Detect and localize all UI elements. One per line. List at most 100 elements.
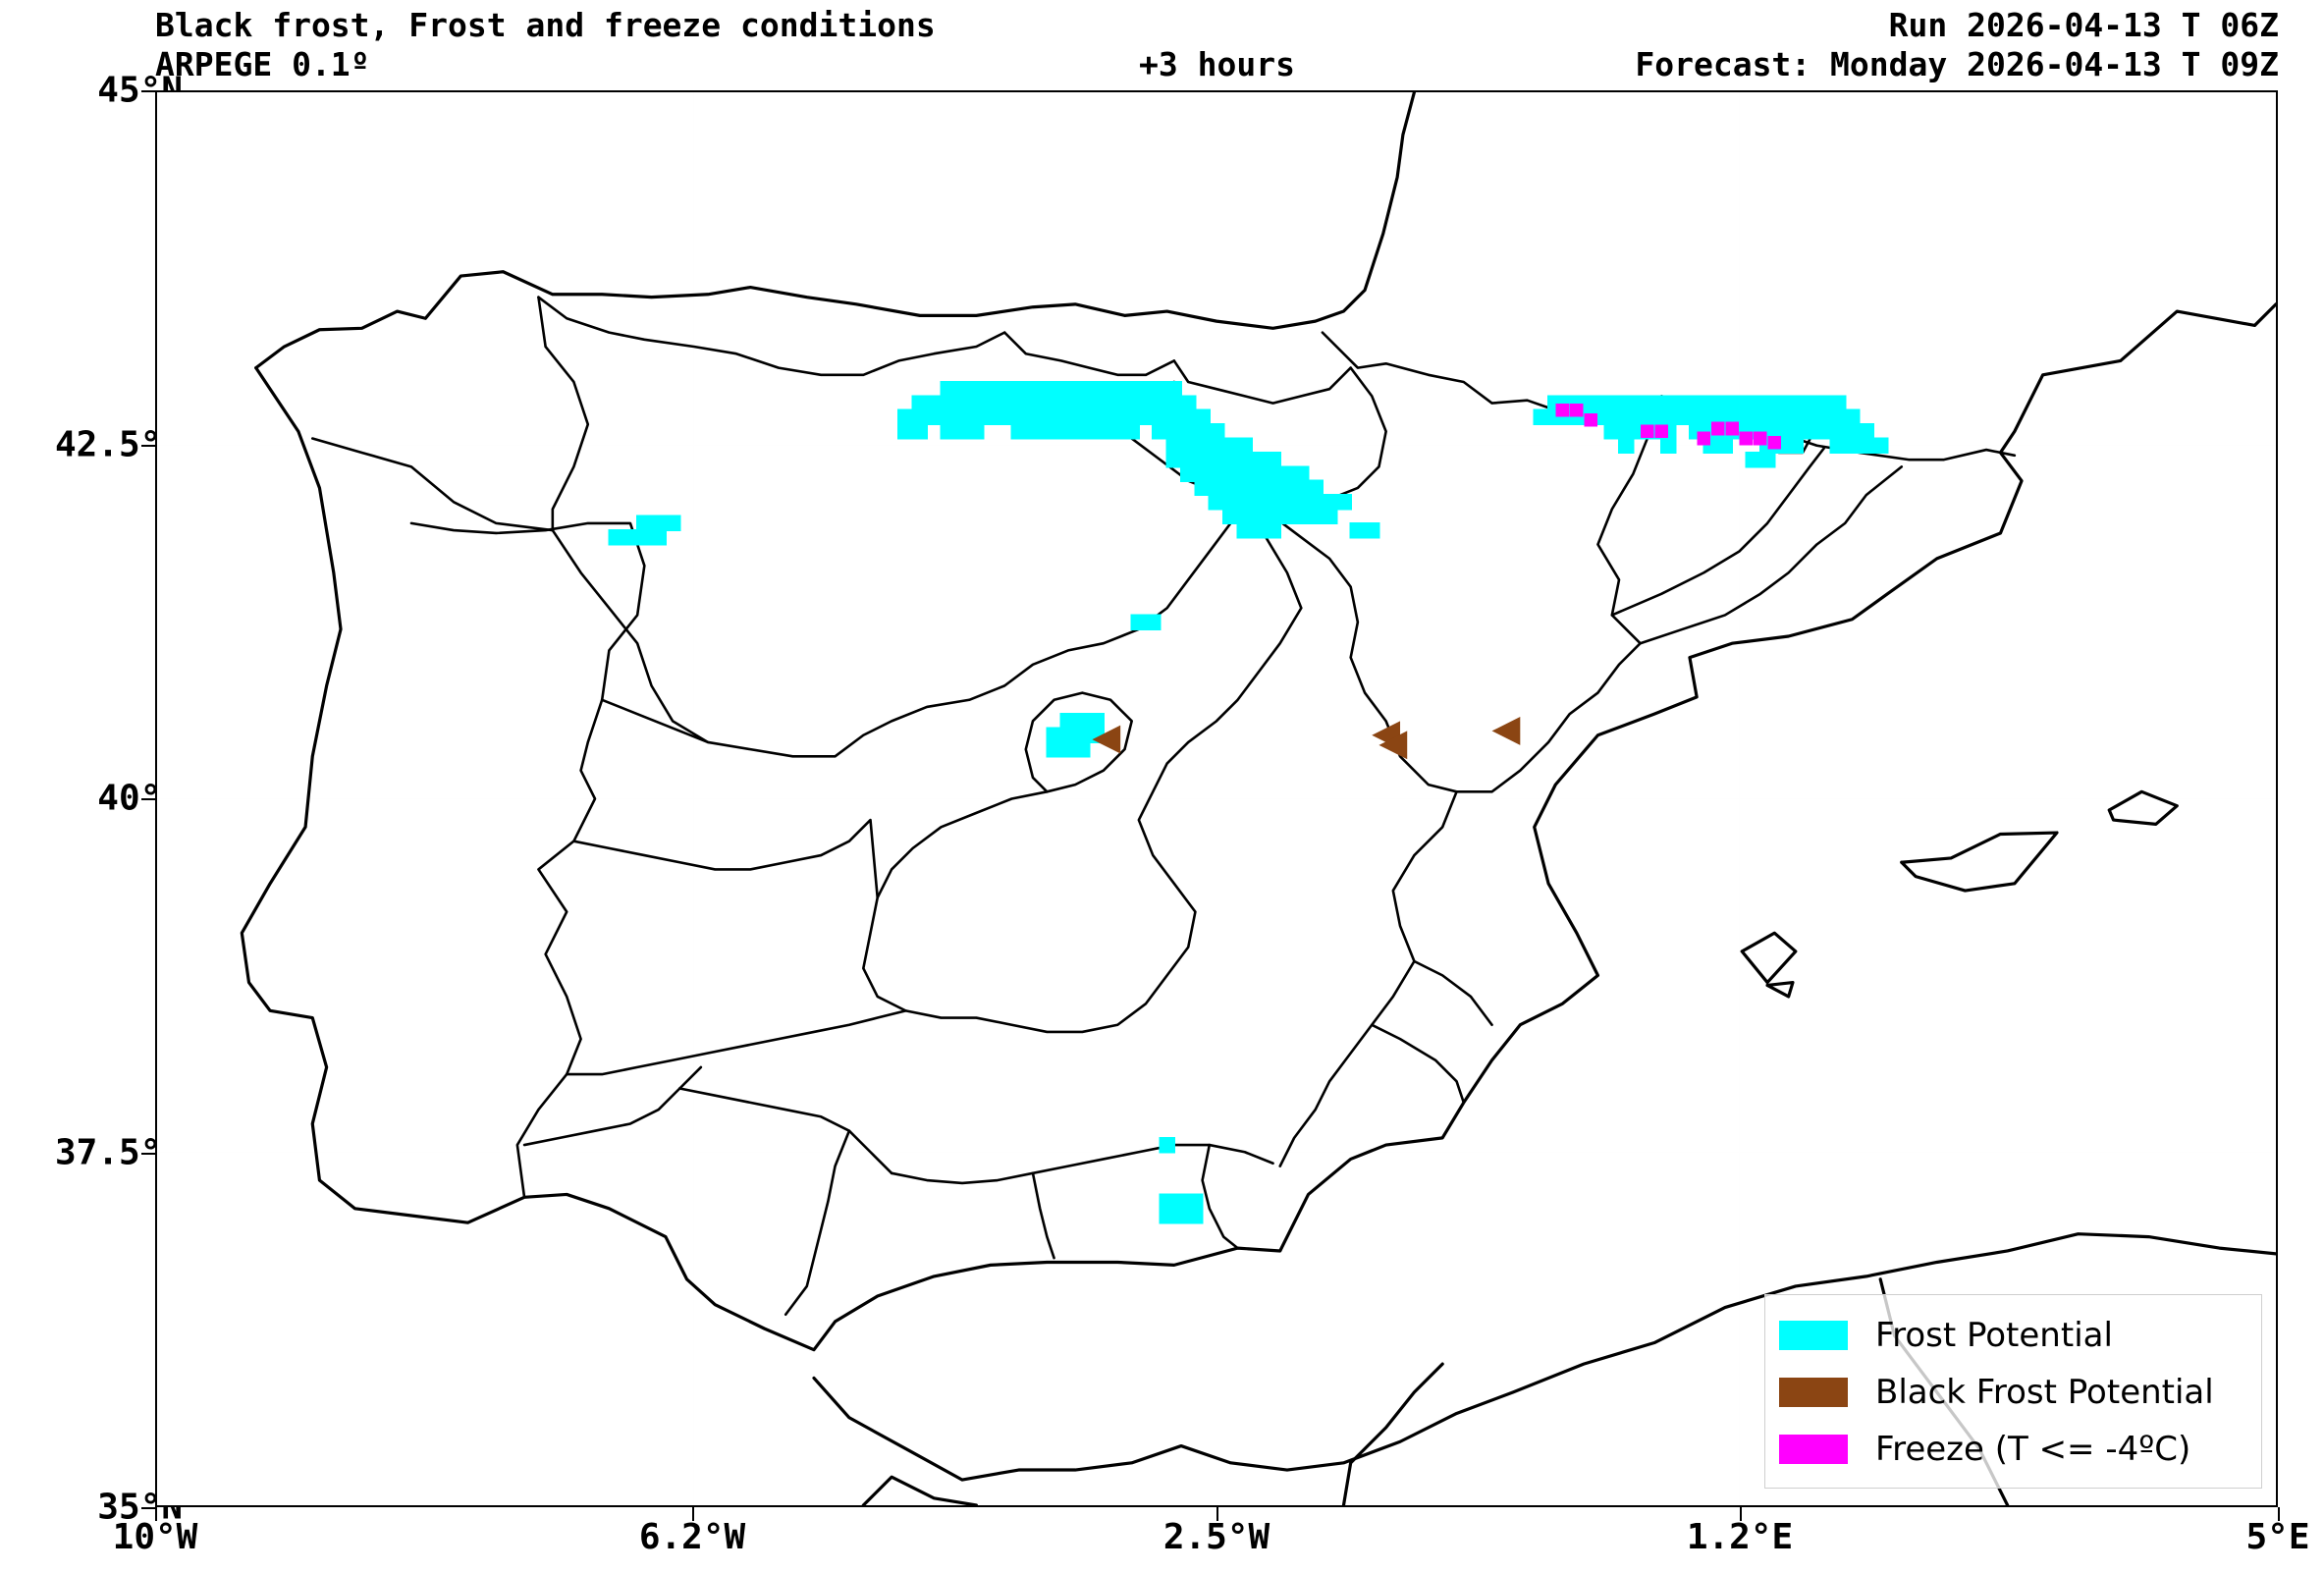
frost-cell [1123, 395, 1140, 411]
frost-cell [1074, 727, 1091, 744]
coastline-group [242, 92, 2276, 1505]
frost-cell [1278, 479, 1296, 497]
frost-cell [1363, 521, 1380, 539]
frost-cell [1024, 380, 1042, 398]
frost-cell [1010, 395, 1027, 411]
frost-cell [1074, 740, 1091, 758]
map-outline [1414, 961, 1491, 1025]
frost-cell [1758, 395, 1776, 411]
frost-cell [996, 395, 1013, 411]
frost-cell [1172, 1193, 1190, 1210]
frost-cell [1265, 465, 1281, 482]
map-outline [411, 523, 644, 1197]
frost-cell [1745, 395, 1761, 411]
frost-cell [1095, 423, 1112, 440]
map-outline [573, 820, 877, 897]
frost-cell [1137, 408, 1155, 426]
frost-cell [925, 408, 943, 426]
map-outline [256, 92, 1415, 368]
map-plot-area[interactable] [155, 90, 2278, 1507]
frost-cell [1187, 1207, 1204, 1224]
map-outline [892, 1145, 1272, 1183]
frost-cell [1152, 423, 1168, 440]
frost-cell [1844, 408, 1861, 426]
frost-cell [1829, 408, 1847, 426]
frost-cell [1179, 437, 1197, 455]
frost-cell [982, 408, 1000, 426]
frost-cell [1236, 451, 1254, 468]
frost-cell [1265, 521, 1281, 539]
frost-cell [1152, 395, 1168, 411]
frost-cell [1222, 437, 1239, 455]
frost-cell [1137, 380, 1155, 398]
frost-cell [1095, 408, 1112, 426]
xtick-label-2-5w: 2.5°W [1162, 1517, 1270, 1557]
xtick-label-1-2e: 1.2°E [1686, 1517, 1794, 1557]
ytick-mark-35n [141, 1507, 155, 1509]
frost-cell [953, 408, 971, 426]
frost-cell [1278, 494, 1296, 511]
frost-cell [1194, 437, 1211, 455]
frost-cell [1059, 713, 1077, 730]
map-outline [538, 298, 587, 530]
frost-cell [664, 515, 681, 532]
legend-label-frost: Frost Potential [1875, 1316, 2113, 1355]
frost-cell [1172, 1207, 1190, 1224]
frost-cell [1787, 395, 1805, 411]
frost-cell [1144, 614, 1162, 630]
frost-cell [1053, 408, 1070, 426]
frost-cell [1617, 395, 1635, 411]
frost-cell [1321, 494, 1338, 511]
frost-cell [1165, 451, 1183, 468]
frost-cell [1603, 408, 1621, 426]
map-outline [1902, 833, 2057, 891]
legend-swatch-freeze [1779, 1435, 1848, 1464]
map-outline [785, 1131, 849, 1315]
frost-cell [1646, 395, 1663, 411]
frost-cell [1236, 479, 1254, 497]
frost-cell [1165, 423, 1183, 440]
legend-row-black-frost: Black Frost Potential [1779, 1364, 2247, 1421]
map-outline [524, 1067, 701, 1145]
frost-cell [897, 408, 914, 426]
frost-cell [1130, 614, 1148, 630]
run-timestamp: Run 2026-04-13 T 06Z [1888, 6, 2279, 44]
map-outline [814, 1234, 2276, 1480]
freeze-cell [1754, 431, 1767, 446]
frost-cell [1660, 408, 1677, 426]
frost-cell [1208, 479, 1225, 497]
map-outline [567, 1010, 905, 1074]
frost-cell [1265, 479, 1281, 497]
frost-cell [1250, 521, 1268, 539]
frost-cell [1829, 423, 1847, 440]
black-frost-marker [1491, 717, 1521, 745]
frost-cell [1081, 395, 1098, 411]
frost-cell [1293, 465, 1310, 482]
freeze-cell [1570, 403, 1584, 417]
frost-cell [1617, 408, 1635, 426]
map-outline [2109, 791, 2177, 824]
frost-cell [1074, 713, 1091, 730]
frost-cell [940, 423, 956, 440]
frost-cell [1858, 423, 1875, 440]
frost-cell [1123, 423, 1140, 440]
map-outline [863, 1477, 976, 1505]
map-outline [1767, 983, 1793, 997]
frost-cell [1773, 408, 1790, 426]
frost-cell [1787, 423, 1805, 440]
ytick-mark-45n [141, 90, 155, 92]
map-outline [1026, 693, 1132, 792]
frost-cell [1758, 451, 1776, 468]
frost-cell [636, 515, 653, 532]
map-outline [679, 1088, 892, 1172]
frost-cell [1349, 521, 1367, 539]
map-outline [1004, 333, 1174, 375]
frost-cell [1293, 494, 1310, 511]
ytick-mark-37-5n [141, 1153, 155, 1155]
frost-cell [1716, 437, 1734, 455]
frost-cell [1758, 408, 1776, 426]
frost-cell [1815, 408, 1832, 426]
frost-cell [1194, 479, 1211, 497]
frost-cell [1858, 437, 1875, 455]
frost-cell [1208, 437, 1225, 455]
